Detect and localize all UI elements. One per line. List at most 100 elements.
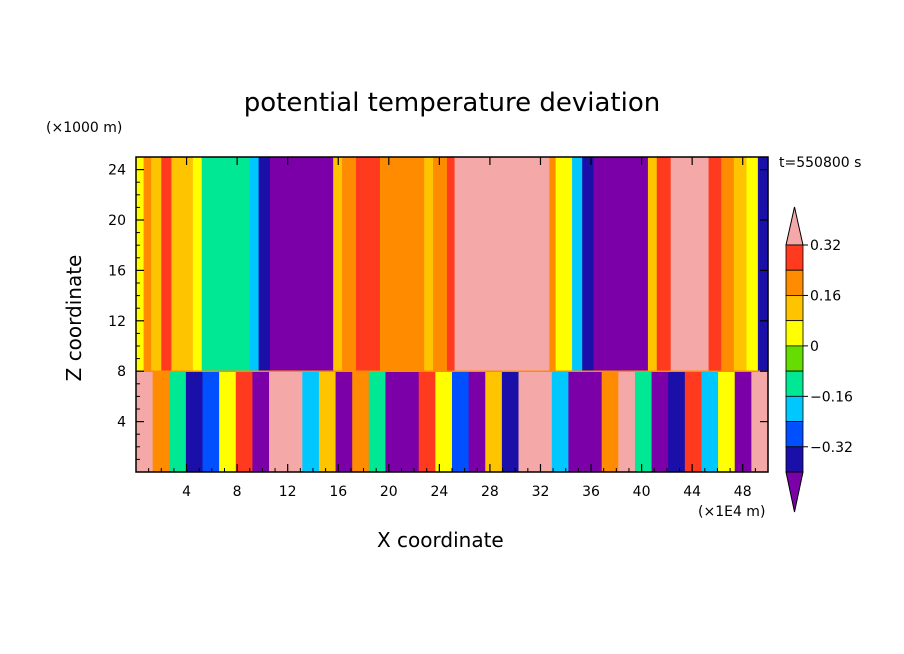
x-tick-label-12: 12 [279, 484, 297, 500]
upper-band-0 [136, 157, 145, 372]
lower-cell-23 [518, 371, 536, 472]
lower-cell-33 [684, 371, 703, 472]
lower-cell-19 [452, 371, 470, 472]
lower-cell-27 [585, 371, 603, 472]
lower-cell-25 [551, 371, 570, 472]
upper-band-15 [424, 157, 434, 372]
x-tick-label-8: 8 [233, 484, 242, 500]
lower-cell-5 [219, 371, 237, 472]
upper-band-25 [593, 157, 609, 372]
colorbar-swatch-6 [785, 395, 804, 422]
colorbar-swatch-3 [785, 320, 804, 347]
upper-band-22 [555, 157, 573, 372]
x-tick-label-36: 36 [582, 484, 600, 500]
upper-band-19 [470, 157, 494, 372]
upper-band-23 [572, 157, 583, 372]
colorbar-top-triangle [785, 206, 804, 246]
upper-band-30 [684, 157, 710, 372]
lower-cell-1 [152, 371, 170, 472]
colorbar-swatch-0 [785, 244, 804, 271]
upper-band-28 [656, 157, 672, 372]
lower-cell-10 [302, 371, 320, 472]
lower-cell-30 [634, 371, 653, 472]
y-tick-label-24: 24 [108, 163, 126, 179]
colorbar-label-3: −0.16 [810, 389, 853, 405]
upper-band-11 [333, 157, 343, 372]
z-axis-units: (×1000 m) [46, 120, 123, 136]
upper-band-1 [143, 157, 152, 372]
upper-band-10 [269, 157, 334, 372]
lower-cell-31 [651, 371, 669, 472]
upper-band-18 [454, 157, 472, 372]
x-tick-label-40: 40 [633, 484, 651, 500]
y-axis-ticks: 4 8 12 16 20 24 [108, 163, 768, 460]
chart-title: potential temperature deviation [243, 88, 661, 118]
upper-band-16 [433, 157, 448, 372]
x-tick-label-28: 28 [481, 484, 499, 500]
upper-band-32 [721, 157, 735, 372]
upper-band-7 [243, 157, 251, 372]
upper-band-31 [708, 157, 722, 372]
lower-cell-37 [751, 371, 769, 472]
upper-band-3 [161, 157, 172, 372]
lower-cell-22 [501, 371, 520, 472]
lower-cell-17 [418, 371, 436, 472]
upper-band-26 [607, 157, 649, 372]
upper-band-6 [201, 157, 245, 372]
x-axis-ticks: 4 8 12 16 20 24 28 32 36 40 44 48 [148, 157, 756, 500]
lower-cell-28 [601, 371, 619, 472]
colorbar: 0.32 0.16 0 −0.16 −0.32 [785, 206, 853, 513]
lower-cell-2 [169, 371, 187, 472]
upper-band-27 [647, 157, 658, 372]
y-tick-label-20: 20 [108, 213, 126, 229]
timestamp-label: t=550800 s [779, 155, 862, 171]
colorbar-swatch-4 [785, 345, 804, 372]
lower-cell-35 [718, 371, 736, 472]
lower-cell-26 [568, 371, 586, 472]
lower-cell-32 [668, 371, 686, 472]
upper-band-9 [258, 157, 271, 372]
x-tick-label-4: 4 [182, 484, 191, 500]
colorbar-label-0: 0.32 [810, 238, 841, 254]
upper-band-4 [171, 157, 194, 372]
upper-band-17 [446, 157, 456, 372]
upper-band-21 [549, 157, 557, 372]
x-tick-label-20: 20 [380, 484, 398, 500]
y-tick-label-16: 16 [108, 263, 126, 279]
lower-cell-21 [485, 371, 503, 472]
x-axis-units: (×1E4 m) [698, 504, 766, 520]
colorbar-swatch-5 [785, 370, 804, 397]
lower-cell-6 [235, 371, 254, 472]
lower-cell-15 [385, 371, 403, 472]
lower-cell-36 [734, 371, 752, 472]
colorbar-label-1: 0.16 [810, 288, 841, 304]
upper-band-29 [670, 157, 686, 372]
upper-band-34 [746, 157, 759, 372]
x-tick-label-44: 44 [683, 484, 701, 500]
x-tick-label-32: 32 [532, 484, 550, 500]
lower-cell-0 [136, 371, 154, 472]
lower-cell-3 [185, 371, 204, 472]
colorbar-label-2: 0 [810, 339, 819, 355]
lower-cell-12 [335, 371, 353, 472]
contour-field [136, 157, 769, 472]
x-axis-label: X coordinate [377, 528, 504, 552]
upper-band-14 [379, 157, 425, 372]
upper-band-24 [582, 157, 595, 372]
upper-band-35 [757, 157, 769, 372]
upper-band-12 [342, 157, 357, 372]
upper-band-20 [492, 157, 550, 372]
lower-cell-18 [435, 371, 453, 472]
lower-cell-13 [352, 371, 370, 472]
y-tick-label-8: 8 [117, 364, 126, 380]
upper-band-5 [192, 157, 203, 372]
lower-cell-9 [285, 371, 303, 472]
lower-cell-11 [318, 371, 337, 472]
x-tick-label-24: 24 [430, 484, 448, 500]
lower-cell-29 [618, 371, 636, 472]
upper-band-2 [151, 157, 162, 372]
lower-cell-14 [368, 371, 387, 472]
upper-band-13 [355, 157, 381, 372]
lower-cell-7 [252, 371, 270, 472]
